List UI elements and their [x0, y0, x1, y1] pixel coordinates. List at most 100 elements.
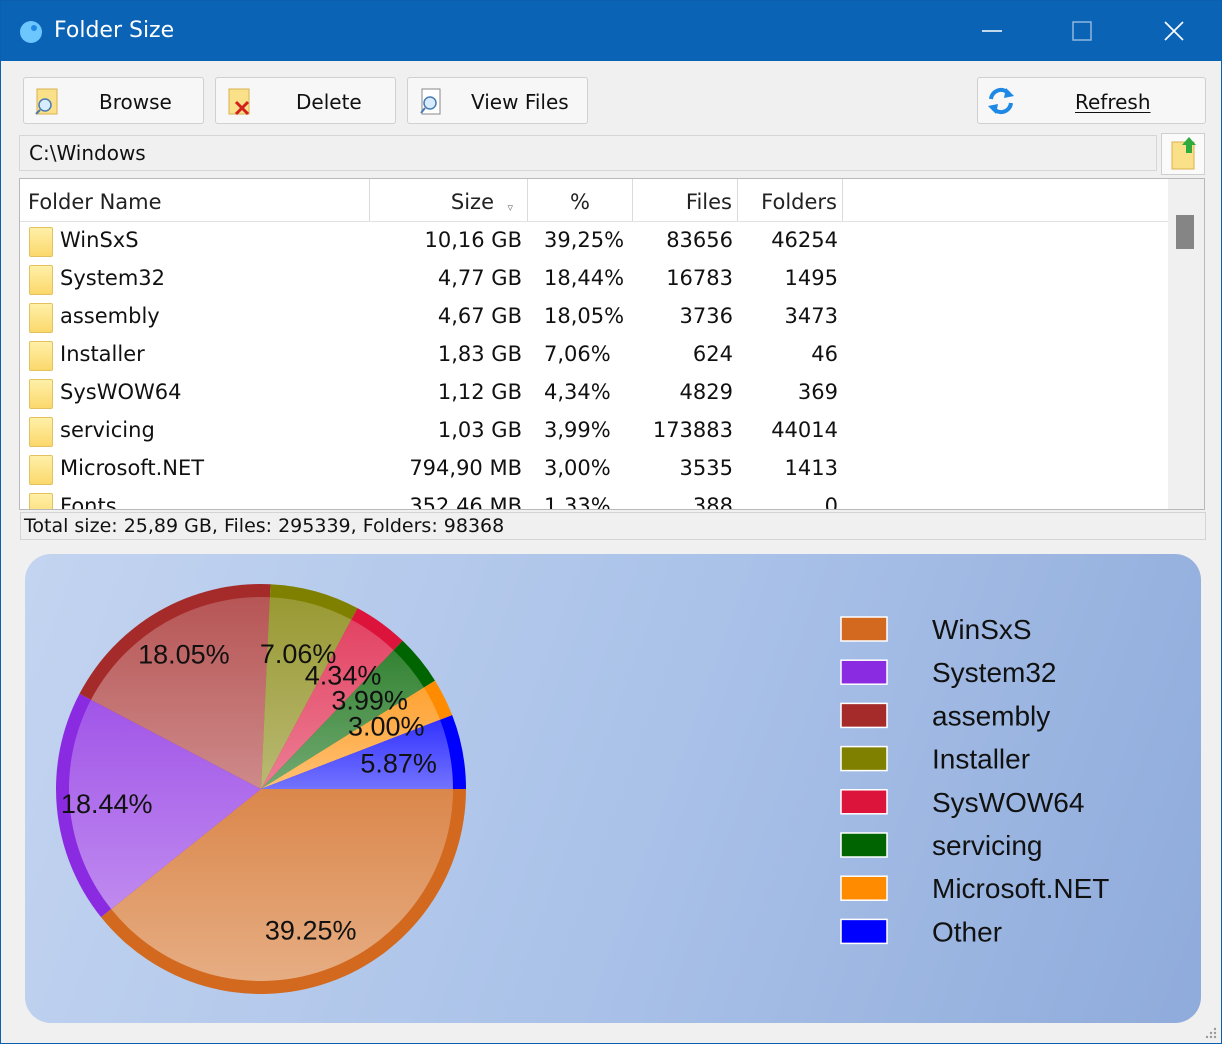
folder-name: WinSxS: [60, 228, 139, 252]
folder-list[interactable]: Folder Name Size ▿ % Files Folders WinSx…: [19, 178, 1205, 510]
folder-percent: 1,33%: [544, 494, 611, 510]
browse-button[interactable]: Browse: [23, 77, 204, 124]
table-row[interactable]: Installer 1,83 GB 7,06% 624 46: [20, 336, 1168, 374]
folder-subfolders: 0: [824, 494, 838, 510]
pie-slice-fill: [261, 719, 453, 789]
legend-swatch: [840, 745, 888, 772]
folder-up-icon: [1171, 137, 1196, 170]
column-header-folders[interactable]: Folders: [738, 179, 843, 221]
folder-subfolders: 44014: [771, 418, 838, 442]
pie-label: 39.25%: [265, 916, 357, 946]
folder-subfolders: 46: [811, 342, 838, 366]
pie-slice-fill: [111, 789, 454, 981]
folder-size: 1,12 GB: [437, 380, 522, 404]
pie-label: 18.44%: [61, 789, 153, 819]
column-header-size[interactable]: Size ▿: [370, 179, 528, 221]
folder-name: Fonts: [60, 494, 117, 510]
legend-label: Microsoft.NET: [932, 873, 1109, 904]
table-row[interactable]: servicing 1,03 GB 3,99% 173883 44014: [20, 412, 1168, 450]
sort-descending-icon: ▿: [507, 201, 513, 214]
legend-label: Installer: [932, 744, 1030, 775]
app-icon: [20, 21, 42, 43]
browse-label: Browse: [99, 90, 172, 114]
delete-button[interactable]: Delete: [215, 77, 396, 124]
legend-label: WinSxS: [932, 614, 1032, 645]
folder-name: servicing: [60, 418, 155, 442]
folder-files: 624: [692, 342, 733, 366]
vertical-scrollbar[interactable]: [1168, 179, 1204, 509]
folder-name: assembly: [60, 304, 160, 328]
folder-icon: [29, 265, 53, 295]
legend-label: Other: [932, 916, 1002, 947]
pie-label: 5.87%: [360, 748, 437, 778]
legend-swatch: [840, 832, 888, 858]
scrollbar-thumb[interactable]: [1176, 215, 1194, 249]
folder-files: 173883: [652, 418, 733, 442]
folder-files: 388: [692, 494, 733, 510]
legend-swatch: [840, 789, 888, 815]
close-button[interactable]: [1129, 1, 1219, 61]
folder-icon: [29, 341, 53, 371]
browse-folder-icon: [35, 88, 58, 115]
delete-folder-icon: [228, 88, 250, 116]
folder-size: 1,83 GB: [437, 342, 522, 366]
folder-size: 794,90 MB: [409, 456, 522, 480]
folder-icon: [29, 303, 53, 333]
list-header: Folder Name Size ▿ % Files Folders: [20, 179, 1168, 222]
title-bar[interactable]: Folder Size: [1, 1, 1221, 61]
maximize-button[interactable]: [1037, 1, 1127, 61]
folder-files: 83656: [666, 228, 733, 252]
table-row[interactable]: Fonts 352,46 MB 1,33% 388 0: [20, 488, 1168, 510]
legend-swatch: [840, 702, 888, 729]
pie-slice-fill: [261, 650, 424, 789]
pie-label: 7.06%: [260, 639, 337, 669]
folder-size: 1,03 GB: [437, 418, 522, 442]
column-header-name[interactable]: Folder Name: [20, 179, 370, 221]
column-header-files[interactable]: Files: [633, 179, 738, 221]
parent-folder-button[interactable]: [1161, 133, 1205, 175]
folder-subfolders: 1413: [784, 456, 838, 480]
delete-label: Delete: [296, 90, 362, 114]
table-row[interactable]: SysWOW64 1,12 GB 4,34% 4829 369: [20, 374, 1168, 412]
table-row[interactable]: WinSxS 10,16 GB 39,25% 83656 46254: [20, 222, 1168, 260]
pie-slice-fill: [68, 699, 261, 910]
folder-size: 4,67 GB: [437, 304, 522, 328]
folder-percent: 4,34%: [544, 380, 611, 404]
folder-files: 16783: [666, 266, 733, 290]
folder-subfolders: 46254: [771, 228, 838, 252]
table-row[interactable]: assembly 4,67 GB 18,05% 3736 3473: [20, 298, 1168, 336]
minimize-button[interactable]: [947, 1, 1037, 61]
table-row[interactable]: System32 4,77 GB 18,44% 16783 1495: [20, 260, 1168, 298]
folder-icon: [29, 455, 53, 485]
pie-label: 4.34%: [305, 661, 382, 691]
legend-swatch: [840, 659, 888, 685]
path-field[interactable]: C:\Windows: [19, 135, 1157, 171]
refresh-button[interactable]: Refresh: [977, 77, 1206, 124]
folder-percent: 18,05%: [544, 304, 625, 328]
folder-files: 3535: [679, 456, 733, 480]
folder-percent: 3,00%: [544, 456, 611, 480]
folder-percent: 7,06%: [544, 342, 611, 366]
table-row[interactable]: Microsoft.NET 794,90 MB 3,00% 3535 1413: [20, 450, 1168, 488]
view-files-button[interactable]: View Files: [407, 77, 588, 124]
view-files-label: View Files: [471, 90, 569, 114]
folder-name: Installer: [60, 342, 145, 366]
column-header-percent[interactable]: %: [528, 179, 633, 221]
pie-chart: 39.25% 18.44% 18.05% 7.06%4.34%3.99%3.00% 5.…: [56, 584, 1109, 994]
minimize-icon: [982, 30, 1002, 32]
legend-label: servicing: [932, 830, 1042, 861]
resize-grip-icon[interactable]: [1203, 1025, 1217, 1039]
folder-icon: [29, 417, 53, 447]
folder-icon: [29, 227, 53, 257]
pie-slice-fill: [261, 687, 441, 789]
legend-swatch: [840, 616, 888, 642]
close-icon: [1164, 21, 1184, 41]
column-name-label: Folder Name: [28, 190, 162, 214]
status-bar: Total size: 25,89 GB, Files: 295339, Fol…: [20, 512, 1206, 540]
legend-label: assembly: [932, 700, 1050, 731]
pie-slice-fill: [90, 597, 270, 789]
window-title: Folder Size: [54, 18, 175, 43]
pie-label: 3.00%: [348, 711, 425, 741]
folder-subfolders: 3473: [784, 304, 838, 328]
